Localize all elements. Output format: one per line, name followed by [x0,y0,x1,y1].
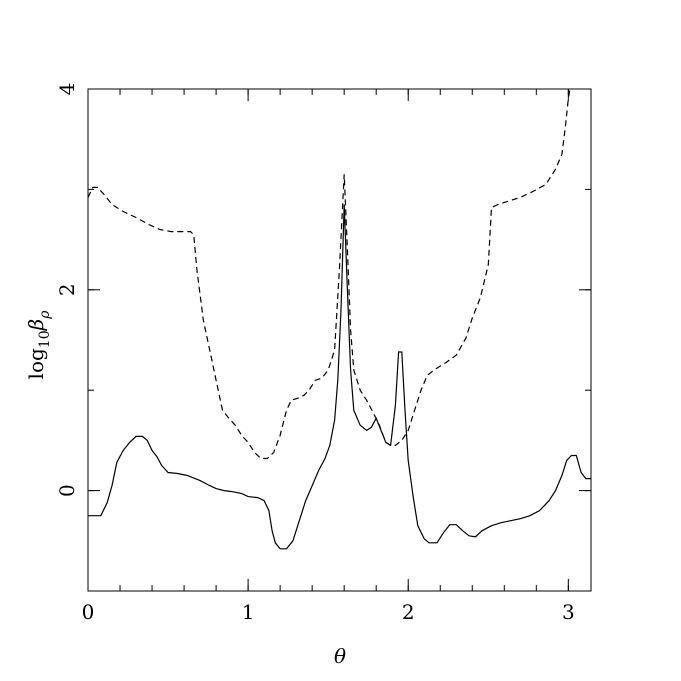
series-dashed-line [87,88,571,460]
x-tick-label: 1 [242,600,255,624]
y-label-beta: β [24,319,48,332]
x-tick-label: 2 [402,600,415,624]
ticks [87,88,591,592]
series-solid-line [88,204,591,550]
x-axis-label: θ [334,644,346,668]
y-label-sub-10: 10 [37,330,53,348]
y-label-sub-rho: ρ [37,310,53,320]
x-tick-label: 3 [562,600,575,624]
series-group [87,88,591,550]
x-tick-label: 0 [82,600,95,624]
y-tick-label: 0 [55,484,79,497]
y-tick-label: 4 [55,83,79,96]
plot-frame [87,88,592,592]
tick-labels: 0 1 2 3 0 2 4 [55,83,575,624]
y-tick-label: 2 [55,283,79,296]
y-label-log: log [24,348,48,379]
y-axis-label: log10βρ [24,310,53,380]
